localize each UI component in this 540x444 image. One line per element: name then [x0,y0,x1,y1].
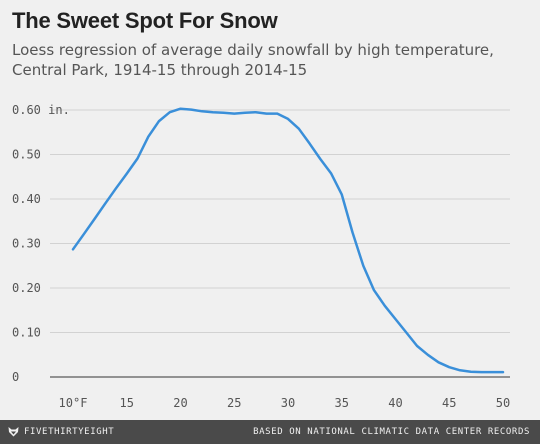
series-line-snowfall [71,107,505,374]
grid-lines [50,109,510,333]
fox-icon [8,427,19,437]
y-tick-label: 0.60 in. [12,103,70,117]
y-tick-label: 0.40 [12,192,41,206]
x-tick-label: 10°F [59,396,88,410]
chart-title: The Sweet Spot For Snow [12,8,278,33]
x-tick-label: 35 [335,396,349,410]
line-chart: 0 0.10 0.20 0.30 0.40 0.50 0.60 in. 10°F 15 20 25… [12,103,511,410]
footer-bar: FIVETHIRTYEIGHT BASED ON NATIONAL CLIMAT… [0,420,540,444]
source-note: BASED ON NATIONAL CLIMATIC DATA CENTER R… [253,427,530,437]
y-tick-label: 0.30 [12,237,41,251]
x-tick-label: 50 [496,396,510,410]
x-tick-label: 30 [281,396,295,410]
x-tick-label: 15 [120,396,134,410]
x-axis: 10°F 15 20 25 30 35 40 45 50 [59,396,511,410]
chart-subtitle: Loess regression of average daily snowfa… [12,41,494,79]
brand: FIVETHIRTYEIGHT [8,426,114,437]
y-tick-label: 0.10 [12,326,41,340]
x-tick-label: 20 [173,396,187,410]
x-tick-label: 45 [442,396,456,410]
y-tick-label: 0 [12,370,19,384]
x-tick-label: 25 [227,396,241,410]
y-axis: 0 0.10 0.20 0.30 0.40 0.50 0.60 in. [12,103,70,384]
x-tick-label: 40 [388,396,402,410]
brand-name: FIVETHIRTYEIGHT [24,426,115,437]
y-tick-label: 0.20 [12,281,41,295]
y-tick-label: 0.50 [12,148,41,162]
